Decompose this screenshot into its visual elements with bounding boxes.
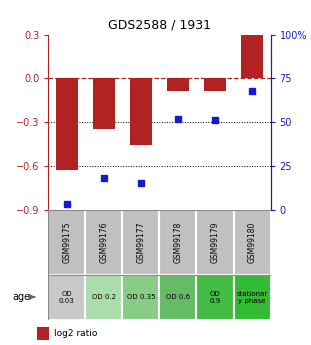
Text: GSM99180: GSM99180 — [248, 221, 257, 263]
Bar — [130, 78, 152, 145]
Bar — [159, 209, 197, 275]
Text: OD 0.35: OD 0.35 — [127, 294, 155, 300]
Text: age: age — [12, 292, 30, 302]
Text: GSM99178: GSM99178 — [174, 221, 183, 263]
Text: OD 0.6: OD 0.6 — [166, 294, 190, 300]
Bar — [56, 78, 78, 170]
Text: OD
0.9: OD 0.9 — [209, 290, 220, 304]
Bar — [122, 209, 159, 275]
Bar — [197, 275, 234, 319]
Bar — [48, 275, 85, 319]
Text: log2 ratio: log2 ratio — [54, 329, 97, 338]
Text: stationar
y phase: stationar y phase — [236, 290, 268, 304]
Bar — [204, 78, 226, 91]
Text: GSM99179: GSM99179 — [211, 221, 220, 263]
Title: GDS2588 / 1931: GDS2588 / 1931 — [108, 19, 211, 32]
Bar — [85, 275, 122, 319]
Bar — [167, 78, 189, 91]
Bar — [197, 209, 234, 275]
Text: GSM99176: GSM99176 — [99, 221, 108, 263]
Bar — [159, 275, 197, 319]
Bar — [48, 209, 85, 275]
Text: GSM99175: GSM99175 — [62, 221, 71, 263]
Bar — [234, 275, 271, 319]
Bar — [37, 327, 49, 339]
Bar — [122, 275, 159, 319]
Bar — [85, 209, 122, 275]
Bar — [241, 34, 263, 78]
Text: GSM99177: GSM99177 — [136, 221, 145, 263]
Text: OD 0.2: OD 0.2 — [92, 294, 116, 300]
Text: OD
0.03: OD 0.03 — [59, 290, 75, 304]
Bar — [93, 78, 115, 129]
Bar — [234, 209, 271, 275]
